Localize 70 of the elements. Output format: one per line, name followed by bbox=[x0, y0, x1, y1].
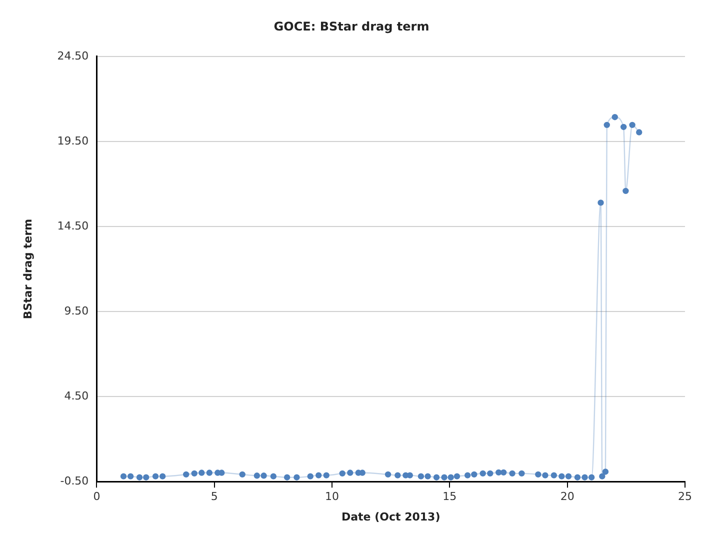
point bbox=[542, 472, 548, 478]
y-tick-label: 14.50 bbox=[57, 219, 89, 232]
point bbox=[307, 473, 314, 480]
point bbox=[384, 471, 392, 478]
point bbox=[254, 472, 260, 479]
point bbox=[191, 470, 198, 477]
x-tick-label: 10 bbox=[325, 490, 340, 504]
point bbox=[316, 472, 322, 478]
point bbox=[602, 468, 609, 475]
point bbox=[206, 470, 213, 476]
point bbox=[136, 474, 143, 480]
point bbox=[143, 474, 150, 480]
x-axis-title: Date (Oct 2013) bbox=[341, 510, 440, 524]
point bbox=[284, 474, 290, 480]
point bbox=[574, 474, 581, 480]
point bbox=[433, 474, 440, 480]
point bbox=[535, 471, 542, 478]
x-tick-label: 0 bbox=[93, 490, 100, 504]
point bbox=[582, 474, 588, 480]
point bbox=[565, 473, 572, 480]
point bbox=[629, 122, 636, 128]
x-tick-label: 20 bbox=[560, 490, 574, 504]
point bbox=[471, 471, 478, 478]
y-tick-label: 24.50 bbox=[57, 49, 89, 62]
x-tick-label: 5 bbox=[210, 490, 218, 504]
point bbox=[598, 200, 604, 206]
y-tick-label: -0.50 bbox=[60, 474, 89, 488]
y-axis-title: BStar drag term bbox=[21, 218, 34, 320]
point bbox=[599, 473, 606, 480]
point bbox=[239, 471, 246, 478]
point bbox=[347, 470, 354, 476]
point bbox=[260, 472, 267, 479]
point bbox=[424, 473, 431, 480]
point bbox=[558, 473, 565, 480]
point bbox=[294, 474, 300, 480]
point bbox=[480, 470, 486, 477]
point bbox=[636, 129, 642, 136]
x-tick-label: 15 bbox=[442, 490, 457, 504]
point bbox=[406, 472, 414, 478]
point bbox=[418, 473, 424, 480]
point bbox=[496, 469, 502, 476]
y-tick-label: 19.50 bbox=[57, 134, 89, 148]
y-tick-label: 9.50 bbox=[64, 304, 89, 318]
point bbox=[454, 473, 460, 480]
point bbox=[487, 470, 494, 477]
point bbox=[198, 470, 205, 476]
chart-title: GOCE: BStar drag term bbox=[274, 19, 430, 34]
point bbox=[612, 114, 618, 120]
point bbox=[152, 473, 159, 480]
point bbox=[339, 470, 346, 477]
point bbox=[550, 472, 558, 478]
x-tick-label: 25 bbox=[678, 490, 692, 504]
y-tick-label: 4.50 bbox=[64, 389, 89, 402]
point bbox=[604, 122, 610, 128]
point bbox=[500, 469, 507, 476]
point bbox=[622, 188, 629, 194]
point bbox=[183, 471, 190, 478]
point bbox=[323, 472, 330, 478]
point bbox=[588, 474, 595, 480]
point bbox=[518, 470, 525, 477]
point bbox=[120, 473, 127, 480]
point bbox=[270, 473, 277, 480]
point bbox=[127, 473, 134, 480]
point bbox=[448, 474, 454, 480]
point bbox=[394, 472, 401, 478]
point bbox=[159, 473, 166, 480]
point bbox=[620, 124, 627, 130]
point bbox=[464, 472, 471, 478]
point bbox=[441, 474, 448, 480]
point bbox=[509, 470, 516, 477]
